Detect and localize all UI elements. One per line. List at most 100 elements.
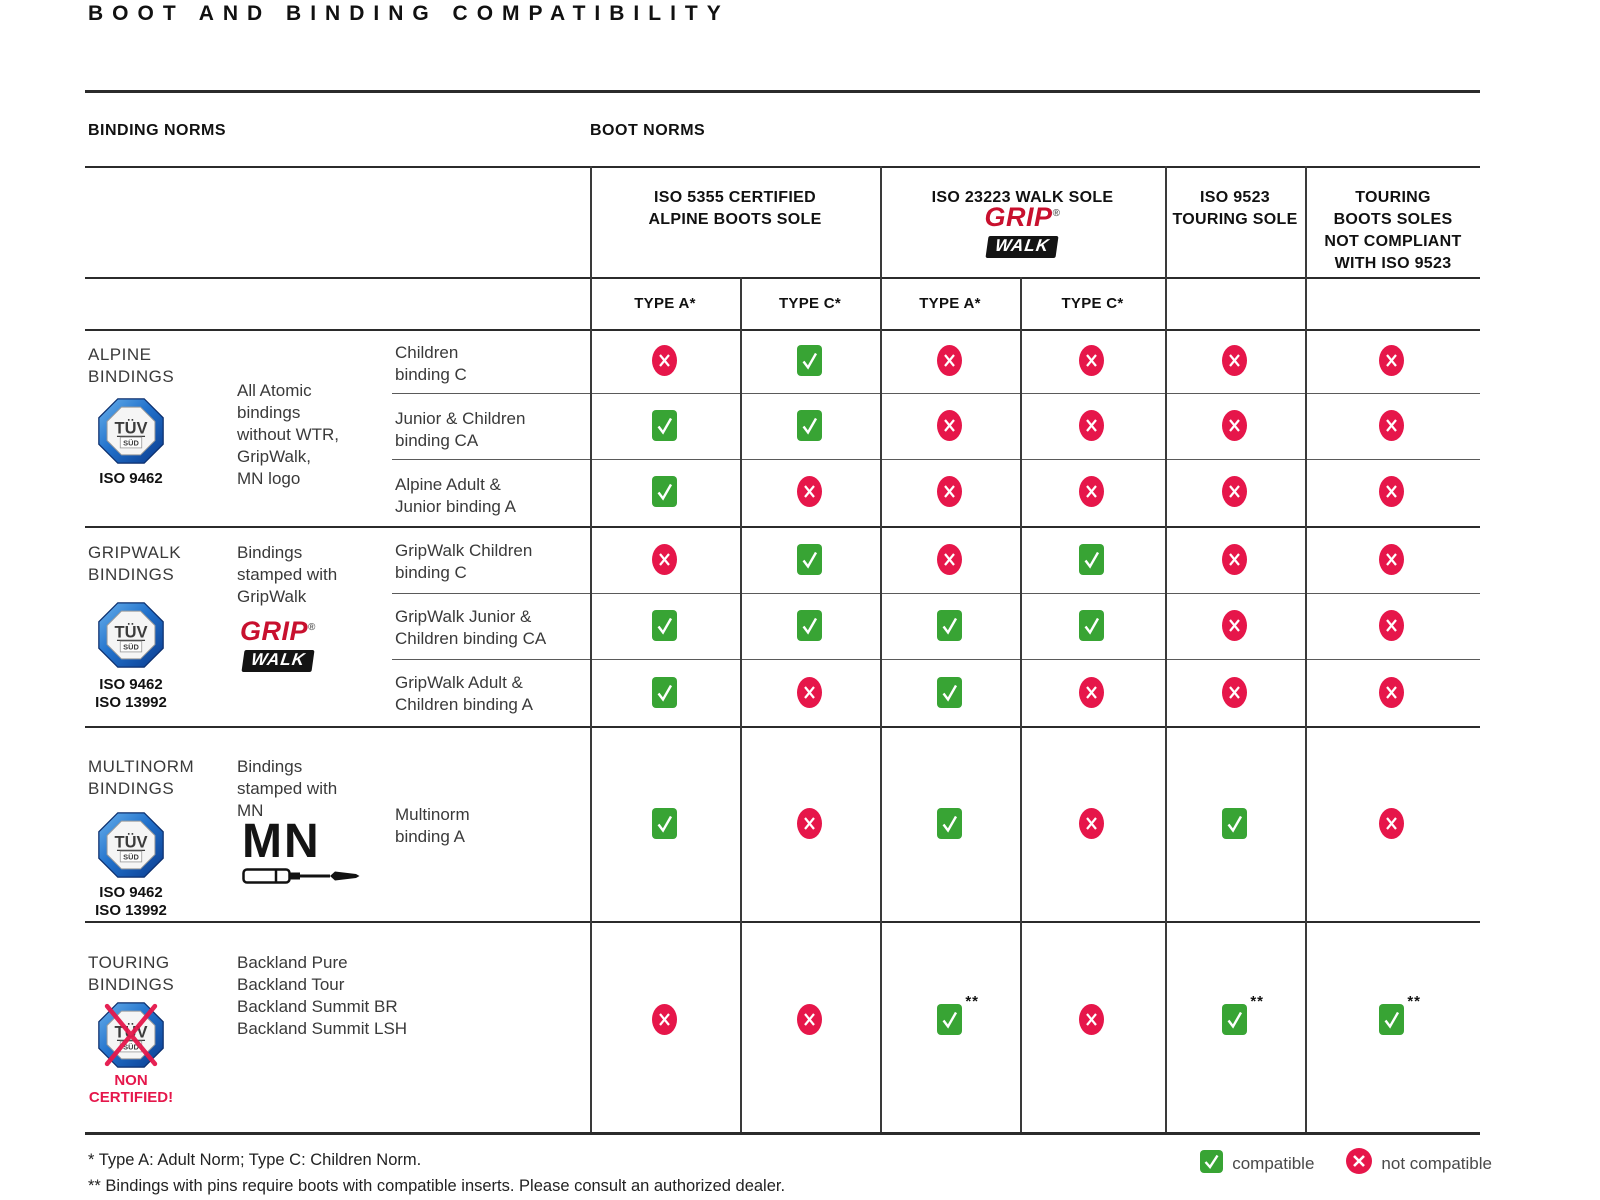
footnote: * Type A: Adult Norm; Type C: Children N…	[88, 1151, 422, 1169]
column-divider	[1020, 277, 1022, 1132]
binding-description: Bindings stamped with GripWalk	[237, 543, 338, 606]
boot-norm-column-header: ISO 23223 WALK SOLE	[931, 189, 1114, 206]
iso-certification-label: ISO 9462	[99, 470, 163, 487]
compatible-icon	[652, 677, 677, 708]
not-compatible-icon	[1222, 345, 1247, 376]
tuv-sud-logo: TÜV SÜD	[98, 398, 164, 469]
compatible-icon	[652, 476, 677, 507]
boot-norms-header: BOOT NORMS	[590, 122, 706, 139]
column-divider	[740, 277, 742, 1132]
not-compatible-icon	[652, 345, 677, 376]
not-compatible-icon	[1379, 610, 1404, 641]
not-compatible-icon	[1222, 544, 1247, 575]
compatible-icon	[1222, 808, 1247, 839]
not-compatible-icon	[1079, 410, 1104, 441]
not-compatible-icon	[797, 808, 822, 839]
divider	[85, 277, 1480, 279]
compatible-icon	[1079, 610, 1104, 641]
not-compatible-icon	[1379, 677, 1404, 708]
column-divider	[1165, 166, 1167, 1132]
not-compatible-icon	[652, 544, 677, 575]
mn-logo: MN	[242, 818, 360, 890]
not-compatible-icon	[797, 1004, 822, 1035]
row-divider	[392, 659, 1480, 660]
divider	[85, 90, 1480, 93]
not-compatible-icon	[1379, 476, 1404, 507]
divider	[85, 166, 1480, 168]
binding-row-label: GripWalk Junior & Children binding CA	[395, 607, 547, 648]
not-compatible-icon	[1222, 610, 1247, 641]
compatible-icon	[652, 808, 677, 839]
compatible-icon: **	[1379, 993, 1420, 1035]
legend: compatible not compatible	[1200, 1148, 1492, 1179]
binding-row-label: Multinorm binding A	[395, 805, 470, 846]
compatible-icon	[797, 610, 822, 641]
not-compatible-icon	[1379, 544, 1404, 575]
boot-norm-column-header: ISO 9523 TOURING SOLE	[1172, 189, 1298, 228]
gripwalk-logo: GRIP® WALK	[240, 618, 316, 672]
binding-row-label: GripWalk Adult & Children binding A	[395, 673, 533, 714]
not-compatible-icon	[937, 345, 962, 376]
binding-description: Bindings stamped with MN	[237, 757, 338, 820]
legend-not-compatible-label: not compatible	[1381, 1153, 1492, 1173]
svg-text:SÜD: SÜD	[123, 852, 139, 861]
not-compatible-icon	[1379, 808, 1404, 839]
svg-text:TÜV: TÜV	[115, 832, 148, 851]
row-divider	[392, 459, 1480, 460]
boot-norm-column-header: TOURING BOOTS SOLES NOT COMPLIANT WITH I…	[1324, 189, 1462, 272]
svg-text:TÜV: TÜV	[115, 622, 148, 641]
row-divider	[392, 593, 1480, 594]
column-divider	[1305, 166, 1307, 1132]
not-compatible-icon	[1222, 410, 1247, 441]
boot-type-subheader: TYPE C*	[1061, 295, 1124, 312]
legend-compatible-icon	[1200, 1149, 1224, 1178]
gripwalk-logo: GRIP® WALK	[985, 204, 1061, 258]
gripwalk-logo-slot: GRIP® WALK	[880, 204, 1165, 258]
not-compatible-icon	[1079, 1004, 1104, 1035]
binding-row-label: Children binding C	[395, 343, 467, 384]
svg-text:SÜD: SÜD	[123, 438, 139, 447]
section-divider	[85, 921, 1480, 923]
binding-section-label: TOURING BINDINGS	[88, 953, 175, 994]
tuv-sud-logo: TÜV SÜD	[98, 812, 164, 883]
not-compatible-icon	[1222, 677, 1247, 708]
tuv-sud-logo-crossed: TÜV SÜD	[98, 1002, 164, 1073]
footnote-marker: **	[1250, 993, 1264, 1010]
boot-norm-column-header: ISO 5355 CERTIFIED ALPINE BOOTS SOLE	[648, 189, 822, 228]
section-divider	[85, 726, 1480, 728]
compatible-icon: **	[1222, 993, 1263, 1035]
tuv-sud-logo: TÜV SÜD	[98, 602, 164, 673]
svg-text:SÜD: SÜD	[123, 642, 139, 651]
boot-type-subheader: TYPE A*	[919, 295, 981, 312]
column-divider	[880, 166, 882, 1132]
not-compatible-icon	[1079, 476, 1104, 507]
column-divider	[590, 166, 592, 1132]
compatible-icon	[797, 544, 822, 575]
divider	[85, 329, 1480, 331]
footnote: ** Bindings with pins require boots with…	[88, 1177, 786, 1195]
not-compatible-icon	[1079, 345, 1104, 376]
compatible-icon	[797, 410, 822, 441]
not-compatible-icon	[937, 544, 962, 575]
legend-compatible-label: compatible	[1232, 1153, 1315, 1173]
compatible-icon	[937, 677, 962, 708]
not-compatible-icon	[937, 476, 962, 507]
compatible-icon	[1079, 544, 1104, 575]
boot-type-subheader: TYPE C*	[778, 295, 842, 312]
gripwalk-logo-slot: GRIP® WALK	[240, 618, 316, 672]
not-compatible-icon	[1379, 410, 1404, 441]
svg-text:TÜV: TÜV	[115, 418, 148, 437]
compatible-icon	[937, 610, 962, 641]
not-compatible-icon	[797, 476, 822, 507]
not-compatible-icon	[652, 1004, 677, 1035]
section-divider	[85, 526, 1480, 528]
iso-certification-label: ISO 9462 ISO 13992	[95, 884, 167, 919]
binding-row-label: Junior & Children binding CA	[395, 409, 526, 450]
compatible-icon	[652, 410, 677, 441]
binding-description: Backland Pure Backland Tour Backland Sum…	[237, 953, 408, 1038]
svg-text:SÜD: SÜD	[123, 1042, 139, 1051]
non-certified-label: NON CERTIFIED!	[88, 1072, 174, 1106]
binding-section-label: GRIPWALK BINDINGS	[88, 543, 182, 584]
not-compatible-icon	[937, 410, 962, 441]
